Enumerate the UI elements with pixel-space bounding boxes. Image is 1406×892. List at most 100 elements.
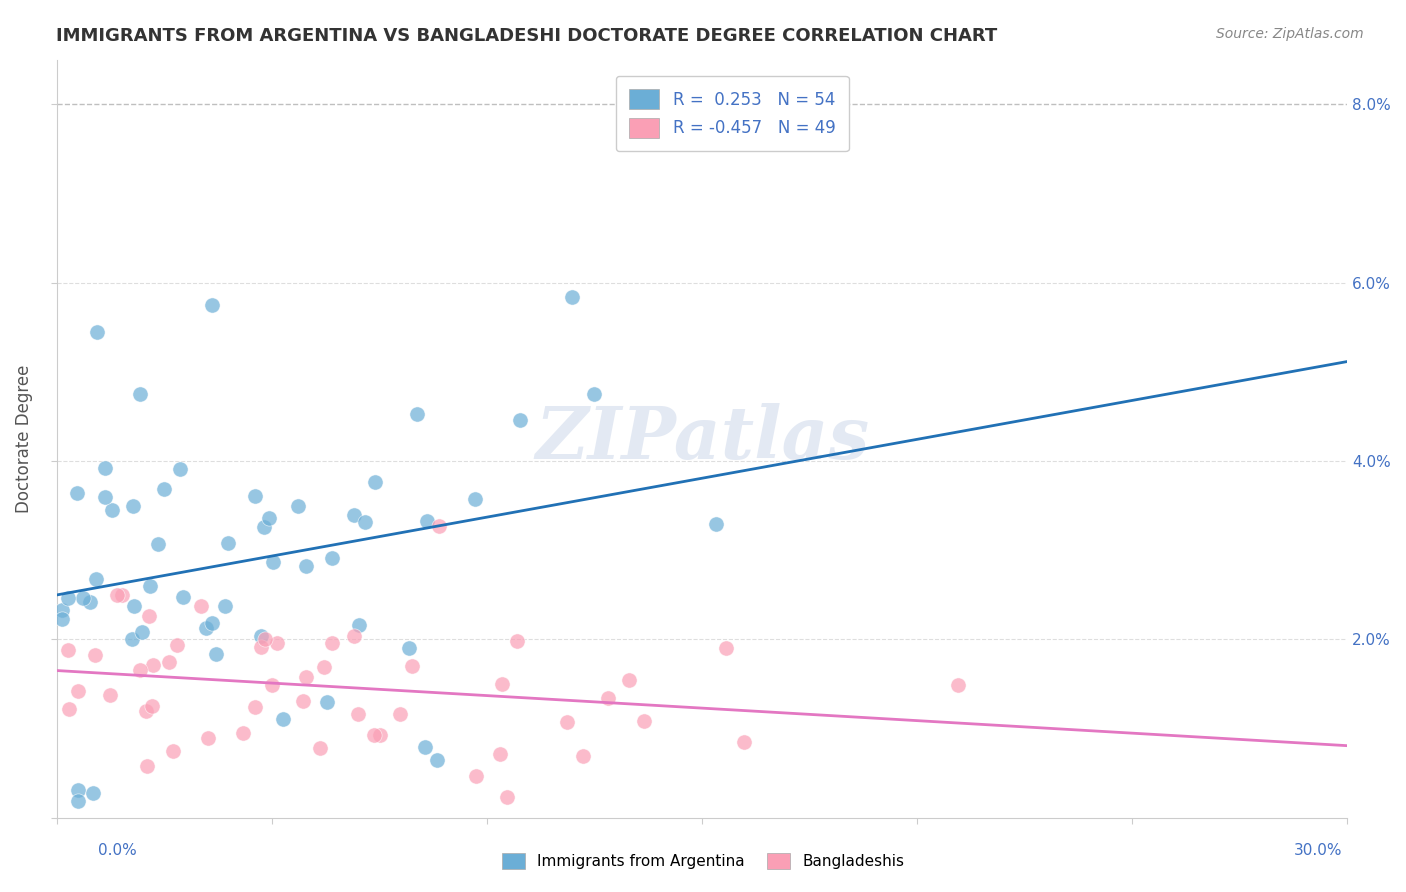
Point [506,634,529,648]
Point [427,519,450,533]
Point [98,688,121,702]
Point [66,783,89,797]
Text: ZIPatlas: ZIPatlas [536,403,869,475]
Point [142,657,165,672]
Point [172,590,194,604]
Point [214,599,236,613]
Point [190,599,212,613]
Point [714,640,737,655]
Point [314,660,336,674]
Text: 30.0%: 30.0% [1295,843,1343,858]
Point [321,636,343,650]
Point [84,572,107,586]
Point [368,727,391,741]
Point [243,489,266,503]
Point [388,707,411,722]
Point [250,629,273,643]
Point [121,632,143,647]
Point [489,747,512,761]
Point [426,753,449,767]
Point [343,628,366,642]
Point [243,699,266,714]
Text: Source: ZipAtlas.com: Source: ZipAtlas.com [1216,27,1364,41]
Point [166,639,188,653]
Point [66,486,89,500]
Point [295,558,318,573]
Point [194,621,217,635]
Point [129,387,152,401]
Point [291,694,314,708]
Point [346,707,368,722]
Point [146,537,169,551]
Point [349,618,371,632]
Point [67,683,90,698]
Point [464,492,486,507]
Point [111,588,134,602]
Point [153,482,176,496]
Point [51,612,73,626]
Point [138,608,160,623]
Point [271,712,294,726]
Point [83,648,105,663]
Point [56,591,79,606]
Point [733,735,755,749]
Point [262,555,284,569]
Point [205,647,228,661]
Point [946,678,969,692]
Point [101,503,124,517]
Point [79,595,101,609]
Point [94,490,117,504]
Point [51,603,73,617]
Point [82,786,104,800]
Legend: Immigrants from Argentina, Bangladeshis: Immigrants from Argentina, Bangladeshis [495,847,911,875]
Point [633,714,655,728]
Point [509,413,531,427]
Point [287,499,309,513]
Point [217,536,239,550]
Point [105,588,128,602]
Point [401,659,423,673]
Point [197,731,219,745]
Point [572,748,595,763]
Point [94,461,117,475]
Point [169,461,191,475]
Point [201,615,224,630]
Point [315,695,337,709]
Text: IMMIGRANTS FROM ARGENTINA VS BANGLADESHI DOCTORATE DEGREE CORRELATION CHART: IMMIGRANTS FROM ARGENTINA VS BANGLADESHI… [56,27,997,45]
Point [596,691,619,706]
Point [617,673,640,687]
Point [131,625,153,640]
Legend: R =  0.253   N = 54, R = -0.457   N = 49: R = 0.253 N = 54, R = -0.457 N = 49 [616,76,849,151]
Point [253,632,276,646]
Point [201,298,224,312]
Point [232,726,254,740]
Point [495,790,517,805]
Point [294,670,316,684]
Point [257,510,280,524]
Point [706,517,728,532]
Point [250,640,273,655]
Point [122,599,145,613]
Point [58,702,80,716]
Point [416,514,439,528]
Point [72,591,94,605]
Point [363,475,385,489]
Point [343,508,366,522]
Point [136,759,159,773]
Point [128,663,150,677]
Point [406,407,429,421]
Point [121,499,143,513]
Point [157,655,180,669]
Point [253,520,276,534]
Point [266,636,288,650]
Point [413,740,436,755]
Point [141,698,163,713]
Point [67,794,90,808]
Point [561,290,583,304]
Point [162,744,184,758]
Point [398,641,420,656]
Point [491,677,513,691]
Text: 0.0%: 0.0% [98,843,138,858]
Point [363,727,385,741]
Point [139,579,162,593]
